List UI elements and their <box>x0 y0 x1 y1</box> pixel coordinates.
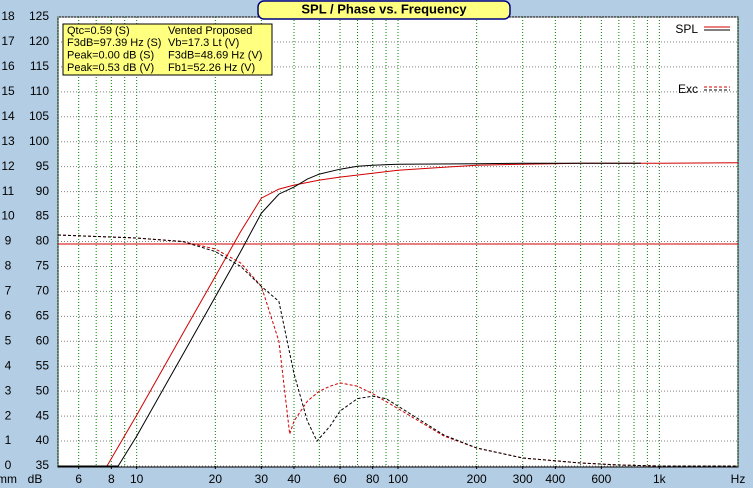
x-tick-label: 20 <box>209 472 223 486</box>
info-box: Qtc=0.59 (S) Vented Proposed F3dB=97.39 Hz… <box>62 23 273 76</box>
y2-tick-label: 11 <box>2 184 15 198</box>
y-tick-label: 55 <box>36 358 50 372</box>
info-text: Peak=0.53 dB (V) <box>67 62 154 74</box>
y2-tick-label: 2 <box>5 408 12 422</box>
x-tick-label: 400 <box>545 472 565 486</box>
y2-tick-label: 6 <box>5 309 12 323</box>
x-tick-label: 40 <box>287 472 301 486</box>
y2-tick-label: 12 <box>1 159 15 173</box>
y-tick-label: 105 <box>29 109 49 123</box>
y2-tick-label: 10 <box>1 209 15 223</box>
y-tick-label: 80 <box>36 234 50 248</box>
y2-tick-label: 7 <box>5 284 12 298</box>
y-tick-label: 85 <box>36 209 50 223</box>
y-tick-label: 65 <box>36 309 50 323</box>
y2-unit: mm <box>0 472 17 486</box>
x-tick-label: 6 <box>75 472 82 486</box>
info-text: Vented Proposed <box>168 25 252 37</box>
y-tick-label: 110 <box>30 84 49 98</box>
legend-label: SPL <box>675 22 698 36</box>
info-text: Vb=17.3 Lt (V) <box>168 37 239 49</box>
x-tick-label: 30 <box>255 472 269 486</box>
info-background <box>62 23 273 76</box>
info-text: Fb1=52.26 Hz (V) <box>168 62 255 74</box>
info-text: F3dB=97.39 Hz (S) <box>67 37 161 49</box>
x-tick-label: 600 <box>591 472 611 486</box>
x-tick-label: 200 <box>467 472 487 486</box>
y2-tick-label: 8 <box>5 259 12 273</box>
y2-tick-label: 15 <box>1 84 15 98</box>
info-text: Peak=0.00 dB (S) <box>67 50 154 62</box>
legend-label: Exc <box>678 82 698 96</box>
plot-layer <box>57 16 739 467</box>
series-line <box>57 234 738 467</box>
y2-tick-label: 0 <box>5 458 12 472</box>
y-tick-label: 50 <box>36 383 50 397</box>
y2-tick-label: 16 <box>1 59 15 73</box>
info-text: Qtc=0.59 (S) <box>67 25 130 37</box>
y2-tick-label: 17 <box>1 34 15 48</box>
x-tick-label: 8 <box>108 472 115 486</box>
info-text: F3dB=48.69 Hz (V) <box>168 50 262 62</box>
y-tick-label: 70 <box>36 284 50 298</box>
series-line <box>58 162 641 467</box>
title-box <box>257 0 511 20</box>
series-line <box>58 162 739 467</box>
y2-tick-label: 13 <box>1 134 15 148</box>
y-tick-label: 75 <box>36 259 50 273</box>
y2-tick-label: 14 <box>1 109 15 123</box>
y-tick-label: 125 <box>29 9 49 23</box>
x-tick-label: 300 <box>513 472 533 486</box>
x-tick-label: 10 <box>130 472 144 486</box>
x-unit: Hz <box>731 472 746 486</box>
y-tick-label: 120 <box>29 34 49 48</box>
x-tick-label: 1k <box>653 472 667 486</box>
y-tick-label: 95 <box>36 159 50 173</box>
x-tick-label: 80 <box>366 472 380 486</box>
y-tick-label: 115 <box>30 59 49 73</box>
y-tick-label: 100 <box>29 134 49 148</box>
y2-tick-label: 1 <box>5 433 12 447</box>
y-tick-label: 35 <box>36 458 50 472</box>
chart-title: SPL / Phase vs. Frequency <box>301 1 467 16</box>
x-tick-label: 60 <box>333 472 347 486</box>
y2-tick-label: 5 <box>5 333 12 347</box>
y2-tick-label: 4 <box>5 358 12 372</box>
y-tick-label: 40 <box>36 433 50 447</box>
y2-tick-label: 9 <box>5 234 12 248</box>
y-tick-label: 60 <box>36 333 50 347</box>
y-tick-label: 45 <box>36 408 50 422</box>
y-tick-label: 90 <box>36 184 50 198</box>
y2-tick-label: 18 <box>1 9 15 23</box>
y-unit: dB <box>28 472 43 486</box>
y2-tick-label: 3 <box>5 383 12 397</box>
x-tick-label: 100 <box>388 472 408 486</box>
